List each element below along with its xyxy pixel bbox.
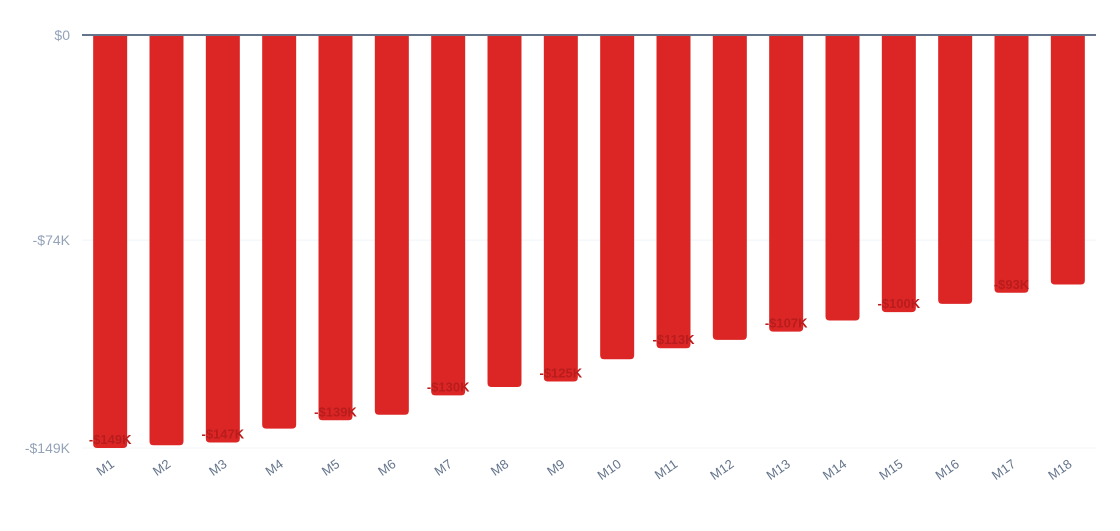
x-tick-label: M6 <box>375 456 398 479</box>
bar-m7 <box>431 35 466 396</box>
data-label: -$125K <box>540 365 583 380</box>
bar-m6 <box>374 35 409 415</box>
y-tick-label: -$149K <box>25 440 71 456</box>
data-label: -$130K <box>427 379 470 394</box>
x-tick-label: M9 <box>544 456 567 479</box>
x-tick-label: M13 <box>764 456 793 483</box>
x-tick-label: M3 <box>206 456 229 479</box>
bar-m16 <box>938 35 973 304</box>
data-label: -$100K <box>878 296 921 311</box>
x-tick-label: M8 <box>488 456 511 479</box>
x-axis-ticks: M1 M2 M3 M4 M5 M6 M7 M8 M9 M10 M11 M12 M13 M14 M15 M16 M… <box>93 456 1074 483</box>
x-tick-label: M14 <box>820 456 849 483</box>
x-tick-label: M12 <box>707 456 736 483</box>
y-tick-label: $0 <box>54 27 70 43</box>
grid-lines <box>82 239 1096 449</box>
bar-m11 <box>656 35 691 349</box>
bar-m4 <box>262 35 297 429</box>
bar-m10 <box>600 35 635 360</box>
bar-m15 <box>881 35 916 313</box>
data-label: -$113K <box>653 332 696 347</box>
bar-m9 <box>543 35 578 382</box>
bar-m8 <box>487 35 522 388</box>
x-tick-label: M4 <box>262 456 285 479</box>
bar-m17 <box>994 35 1029 293</box>
x-tick-label: M16 <box>933 456 962 483</box>
bar-m18 <box>1050 35 1085 285</box>
y-axis-ticks: $0 -$74K -$149K <box>25 27 71 456</box>
bar-m14 <box>825 35 860 321</box>
x-tick-label: M5 <box>319 456 342 479</box>
x-tick-label: M7 <box>431 456 454 479</box>
data-label: -$107K <box>765 316 808 331</box>
bars <box>93 35 1085 448</box>
data-label: -$149K <box>89 432 132 447</box>
data-label: -$139K <box>314 404 357 419</box>
bar-m2 <box>149 35 184 446</box>
bar-m3 <box>205 35 240 443</box>
x-tick-label: M1 <box>93 456 116 479</box>
data-label: -$147K <box>202 426 245 441</box>
data-label: -$93K <box>994 277 1030 292</box>
x-tick-label: M2 <box>150 456 173 479</box>
bar-m12 <box>712 35 747 340</box>
x-tick-label: M11 <box>652 456 681 482</box>
x-tick-label: M15 <box>876 456 905 483</box>
bar-m13 <box>769 35 804 332</box>
data-labels: -$149K -$147K -$139K -$130K -$125K -$113K -$10… <box>89 277 1030 447</box>
bar-m5 <box>318 35 353 421</box>
y-tick-label: -$74K <box>33 232 71 248</box>
x-tick-label: M10 <box>595 456 624 483</box>
x-tick-label: M18 <box>1045 456 1074 483</box>
bar-m1 <box>93 35 128 448</box>
x-tick-label: M17 <box>989 456 1018 483</box>
